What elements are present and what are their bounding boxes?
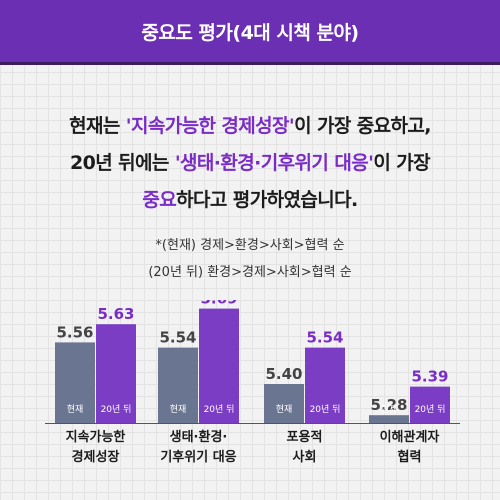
category-labels: 지속가능한 경제성장 생태·환경· 기후위기 대응 포용적 사회 이해관계자 협력 [0,428,500,488]
bar-value-label: 5.69 [200,300,237,308]
headline-part3: 20년 뒤에는 [70,152,175,174]
bar-current [264,384,304,423]
bar-future [305,347,345,423]
category-label: 이해관계자 협력 [379,430,440,465]
category-label: 생태·환경· 기후위기 대응 [160,430,237,465]
bar-current [369,415,409,423]
bar-future [199,308,239,423]
bar-value-label: 5.63 [97,305,134,323]
bar-value-label: 5.39 [411,368,448,386]
headline-part4: 이 가장 [373,152,430,174]
bar-value-label: 5.40 [265,365,302,383]
bar-value-label: 5.54 [159,329,196,347]
header-title: 중요도 평가(4대 시책 분야) [141,21,359,44]
bar-series-label: 20년 뒤 [204,403,235,415]
ranking-notes: *(현재) 경제>환경>사회>협력 순 (20년 뒤) 환경>경제>사회>협력 … [40,232,460,286]
bar-series-label: 20년 뒤 [415,403,446,415]
bar-series-label: 현재 [170,404,187,415]
headline-part2: 이 가장 중요하고, [294,115,431,137]
bar-series-label: 현재 [276,404,293,415]
bar-series-label: 현재 [381,404,398,415]
headline-part5: 하다고 평가하였습니다. [176,189,358,211]
importance-bar-chart: 5.56 현재 5.63 20년 뒤 5.54 현재 5.69 20년 뒤 5.40 현재 5.54… [0,300,500,500]
bar-series-label: 20년 뒤 [310,403,341,415]
headline-highlight-3: 중요 [142,189,177,211]
bar-current [55,342,95,423]
note-future: (20년 뒤) 환경>경제>사회>협력 순 [148,265,352,280]
bar-series-label: 현재 [67,404,84,415]
category-label: 포용적 사회 [286,430,323,465]
headline: 현재는 '지속가능한 경제성장'이 가장 중요하고, 20년 뒤에는 '생태·환… [20,108,480,219]
header-bar: 중요도 평가(4대 시책 분야) [0,0,500,62]
bar-value-label: 5.28 [370,396,407,414]
header-underline [0,62,500,65]
bar-future [96,324,136,423]
bar-series-label: 20년 뒤 [101,403,132,415]
note-current: *(현재) 경제>환경>사회>협력 순 [155,238,345,253]
bar-value-label: 5.56 [56,323,93,341]
bar-value-label: 5.54 [306,329,343,347]
headline-highlight-1: '지속가능한 경제성장' [125,115,295,137]
headline-highlight-2: '생태·환경·기후위기 대응' [174,152,374,174]
bar-current [158,347,198,423]
bar-future [410,386,450,423]
headline-part1: 현재는 [69,115,126,137]
chart-canvas: 5.56 현재 5.63 20년 뒤 5.54 현재 5.69 20년 뒤 5.40 현재 5.54… [45,300,460,424]
category-label: 지속가능한 경제성장 [65,430,126,465]
